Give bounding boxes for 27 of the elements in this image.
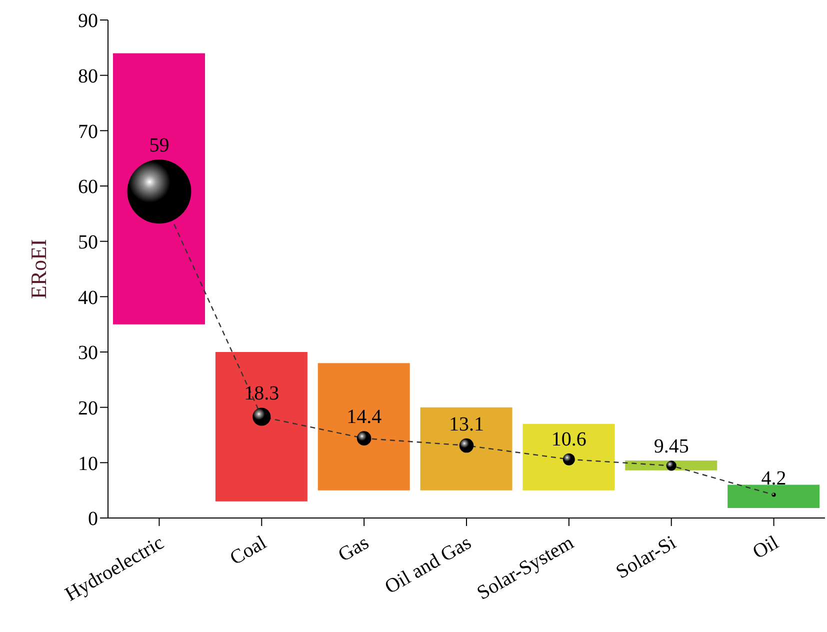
y-tick-label: 60	[78, 176, 98, 198]
data-label: 13.1	[449, 413, 484, 436]
y-axis-title: ERoEI	[26, 239, 51, 299]
x-tick-label: Gas	[334, 532, 373, 566]
x-tick-label: Oil and Gas	[381, 532, 476, 598]
y-tick-label: 10	[78, 452, 98, 475]
data-label: 14.4	[346, 406, 382, 428]
y-tick-label: 40	[78, 286, 98, 309]
y-tick-label: 30	[78, 342, 98, 364]
y-tick-label: 20	[78, 397, 98, 420]
x-tick-label: Coal	[226, 531, 271, 570]
bar	[728, 484, 820, 508]
x-tick-label: Oil	[749, 531, 783, 564]
data-label: 10.6	[551, 428, 586, 450]
y-tick-label: 50	[78, 231, 98, 254]
bar	[318, 363, 410, 490]
data-label: 59	[149, 134, 170, 157]
data-label: 18.3	[244, 382, 280, 405]
data-label: 9.45	[654, 436, 689, 458]
data-label: 4.2	[761, 468, 786, 490]
y-tick-label: 0	[88, 508, 98, 530]
y-tick-label: 70	[78, 120, 98, 143]
y-tick-label: 90	[78, 10, 98, 32]
bar	[420, 407, 512, 490]
bar	[522, 424, 615, 490]
y-tick-label: 80	[78, 65, 98, 88]
bar	[215, 352, 308, 502]
